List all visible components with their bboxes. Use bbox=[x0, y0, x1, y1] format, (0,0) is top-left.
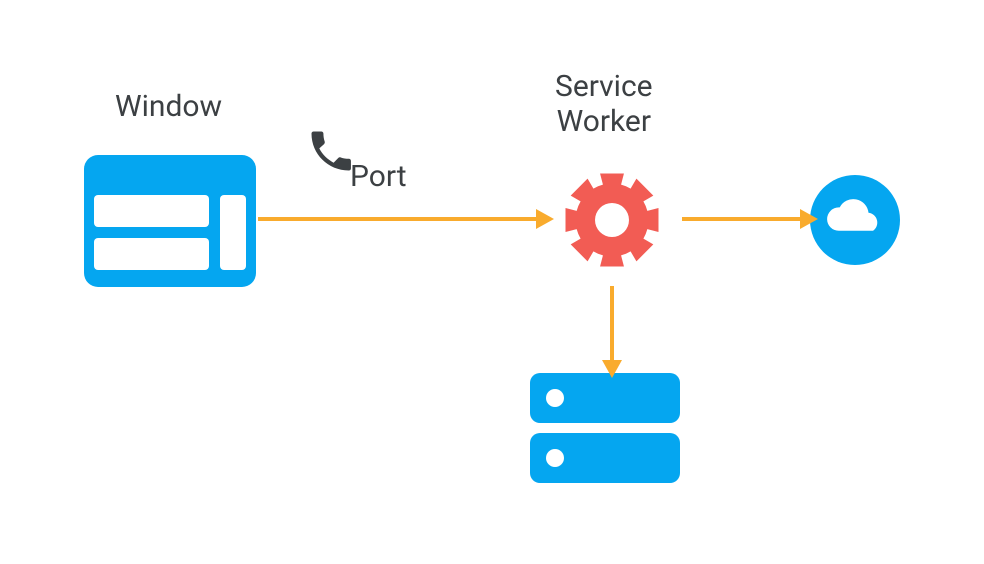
server-icon bbox=[530, 373, 680, 483]
cloud-icon bbox=[810, 175, 900, 265]
arrow-head-2 bbox=[602, 360, 622, 378]
diagram-stage: Window Port Service Worker bbox=[0, 0, 984, 564]
service-worker-label: Service Worker bbox=[555, 70, 653, 139]
window-label: Window bbox=[115, 90, 222, 125]
arrow-head-1 bbox=[800, 209, 818, 229]
gear-icon bbox=[562, 170, 662, 270]
window-icon bbox=[84, 155, 256, 287]
arrow-head-0 bbox=[536, 209, 554, 229]
arrow-service_worker-server bbox=[610, 286, 614, 360]
port-label: Port bbox=[350, 160, 407, 195]
arrow-service_worker-cloud bbox=[682, 217, 800, 221]
phone-icon bbox=[305, 125, 357, 177]
arrow-window-service_worker bbox=[258, 217, 536, 221]
